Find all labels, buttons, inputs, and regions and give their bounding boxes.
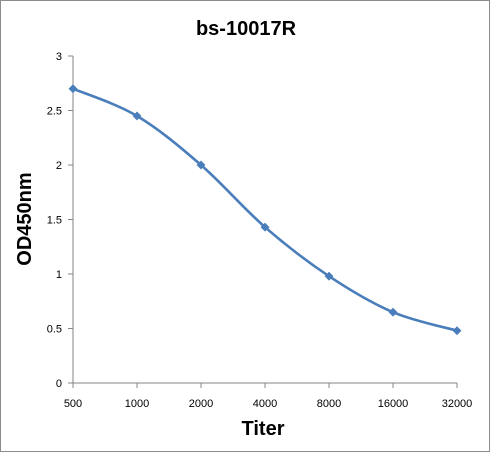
x-ticks: 500 1000 2000 4000 8000 16000 32000 [64,383,472,410]
y-tick-label: 1 [56,269,62,281]
data-point-marker [388,307,398,317]
x-axis-title: Titer [242,418,285,440]
x-tick-label: 8000 [317,398,341,410]
y-tick-label: 1.5 [47,215,62,227]
y-ticks: 0 0.5 1 1.5 2 2.5 3 [47,51,73,390]
x-tick-label: 500 [64,398,82,410]
y-axis-title: OD450nm [14,172,36,265]
y-tick-label: 0.5 [47,324,62,336]
x-tick-label: 1000 [125,398,149,410]
data-point-marker [132,111,142,121]
x-tick-label: 16000 [378,398,409,410]
y-tick-label: 2 [56,160,62,172]
data-point-marker [196,160,206,170]
chart-title: bs-10017R [196,18,297,40]
y-tick-label: 2.5 [47,106,62,118]
y-tick-label: 3 [56,51,62,63]
data-point-marker [260,222,270,232]
series-line [72,87,458,332]
y-tick-label: 0 [56,378,62,390]
x-tick-label: 2000 [189,398,213,410]
data-point-marker [68,84,78,94]
data-point-marker [324,271,334,281]
x-tick-label: 4000 [253,398,277,410]
data-point-marker [452,326,462,336]
x-tick-label: 32000 [442,398,473,410]
series-layer [68,84,462,336]
